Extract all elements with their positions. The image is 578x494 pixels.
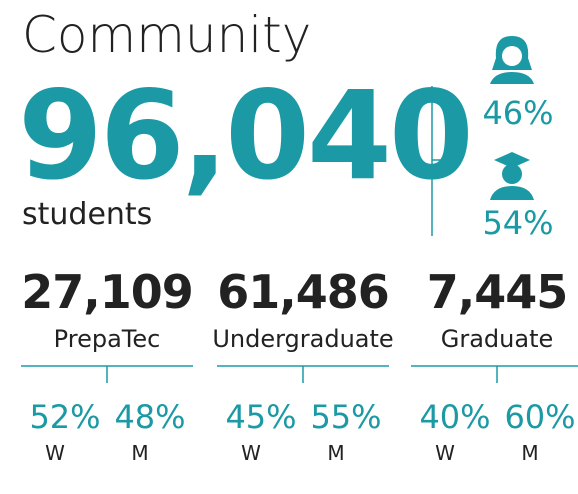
- split-percent: 52%: [29, 398, 100, 436]
- female-percent: 46%: [482, 94, 553, 132]
- group-value: 7,445: [427, 265, 568, 319]
- group-label: Graduate: [441, 325, 554, 353]
- split-label: W: [241, 441, 261, 465]
- split-percent: 45%: [225, 398, 296, 436]
- split-label: W: [45, 441, 65, 465]
- total-label: students: [22, 197, 152, 232]
- group-label: Undergraduate: [212, 325, 393, 353]
- split-percent: 55%: [310, 398, 381, 436]
- split-label: M: [327, 441, 344, 465]
- group-value: 61,486: [217, 265, 389, 319]
- group-value: 27,109: [21, 265, 193, 319]
- split-label: M: [521, 441, 538, 465]
- total-value: 96,040: [18, 65, 471, 207]
- title: Community: [22, 6, 311, 64]
- split-percent: 60%: [504, 398, 575, 436]
- female-icon: [490, 36, 534, 84]
- split-percent: 40%: [419, 398, 490, 436]
- group-label: PrepaTec: [54, 325, 161, 353]
- split-label: W: [435, 441, 455, 465]
- split-label: M: [131, 441, 148, 465]
- male-percent: 54%: [482, 204, 553, 242]
- male-icon: [490, 152, 534, 200]
- split-percent: 48%: [114, 398, 185, 436]
